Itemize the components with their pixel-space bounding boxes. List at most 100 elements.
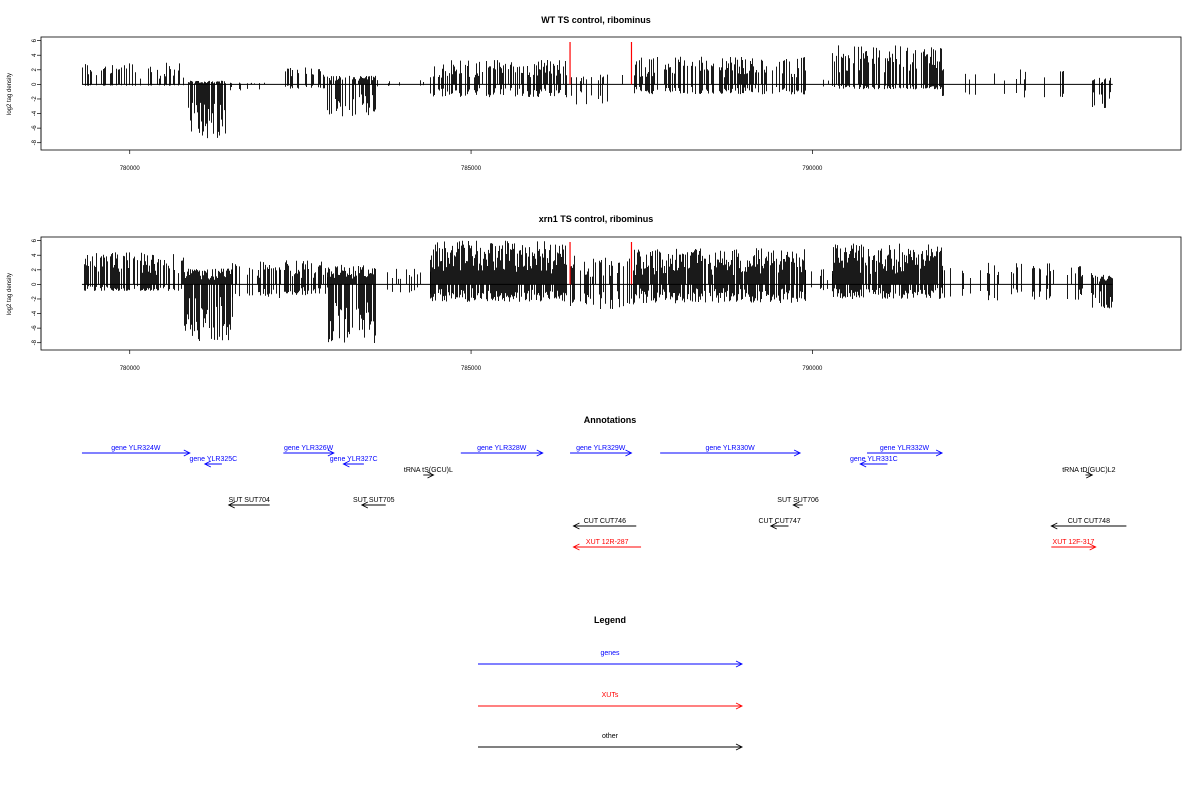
feature-label: gene YLR328W bbox=[477, 445, 527, 452]
feature-label: gene YLR325C bbox=[189, 456, 237, 463]
legend-label: genes bbox=[600, 650, 620, 657]
feature-arrow-head bbox=[327, 449, 335, 457]
feature-arrow-head bbox=[859, 460, 867, 468]
feature-label: gene YLR332W bbox=[880, 445, 930, 452]
annotation-feature: CUT CUT747 bbox=[758, 518, 801, 530]
y-tick-label: 6 bbox=[32, 38, 38, 42]
feature-arrow-head bbox=[427, 471, 435, 479]
legend-item: other bbox=[478, 733, 744, 751]
annotation-feature: gene YLR325C bbox=[189, 456, 237, 468]
y-tick-label: -8 bbox=[32, 339, 38, 345]
feature-arrow-head bbox=[1050, 522, 1058, 530]
feature-arrow-head bbox=[342, 460, 350, 468]
panel-title: xrn1 TS control, ribominus bbox=[539, 214, 654, 224]
x-axis: 780000 785000 790000 bbox=[120, 150, 823, 172]
feature-label: gene YLR326W bbox=[284, 445, 334, 452]
legend-label: XUTs bbox=[602, 692, 619, 699]
y-tick-label: -8 bbox=[32, 139, 38, 145]
feature-label: gene YLR324W bbox=[111, 445, 161, 452]
feature-arrow-head bbox=[935, 449, 944, 457]
feature-arrow-head bbox=[227, 501, 235, 509]
feature-arrow-head bbox=[203, 460, 212, 468]
annotation-feature: XUT 12F-317 bbox=[1051, 539, 1097, 551]
annotation-feature: gene YLR330W bbox=[660, 445, 802, 457]
legend-item: XUTs bbox=[478, 692, 744, 710]
legend-arrow-head bbox=[735, 660, 744, 668]
feature-arrow-head bbox=[625, 449, 633, 457]
annotation-feature: SUT SUT704 bbox=[227, 497, 270, 509]
wt-density-panel: WT TS control, ribominus log2 tag densit… bbox=[7, 15, 1182, 172]
legend-arrow-head bbox=[735, 702, 744, 710]
annotation-feature: gene YLR326W bbox=[283, 445, 335, 457]
feature-label: SUT SUT705 bbox=[353, 497, 395, 504]
marker-lines bbox=[569, 242, 633, 285]
y-tick-label: -6 bbox=[32, 325, 38, 331]
y-tick-label: 0 bbox=[32, 282, 38, 286]
annotation-feature: tRNA tD(GUC)L2 bbox=[1062, 467, 1116, 479]
feature-label: tRNA tS(GCU)L bbox=[404, 467, 453, 474]
annotation-feature: gene YLR332W bbox=[866, 445, 944, 457]
annotation-feature: SUT SUT705 bbox=[353, 497, 395, 509]
panel-title: WT TS control, ribominus bbox=[541, 15, 651, 25]
y-tick-label: 2 bbox=[32, 67, 38, 71]
feature-arrow-head bbox=[536, 449, 544, 457]
feature-arrow-head bbox=[360, 501, 369, 509]
y-tick-label: -2 bbox=[32, 96, 38, 102]
feature-arrow-head bbox=[572, 543, 580, 551]
y-axis-label: log2 tag density bbox=[7, 273, 13, 315]
x-tick-label: 785000 bbox=[461, 166, 482, 172]
annotation-features: gene YLR324W gene YLR325C gene YLR326W gene… bbox=[81, 445, 1127, 551]
annotation-feature: SUT SUT706 bbox=[777, 497, 819, 509]
annotation-feature: gene YLR331C bbox=[850, 456, 898, 468]
legend-title: Legend bbox=[594, 615, 626, 625]
annotation-feature: XUT 12R-287 bbox=[572, 539, 642, 551]
y-tick-label: -6 bbox=[32, 125, 38, 131]
feature-arrow-head bbox=[1086, 471, 1094, 479]
feature-label: XUT 12R-287 bbox=[586, 539, 629, 546]
legend-label: other bbox=[602, 733, 619, 740]
y-tick-label: 4 bbox=[32, 53, 38, 57]
y-axis: 6 4 2 0 -2 -4 -6 -8 bbox=[32, 38, 42, 145]
density-bars bbox=[82, 45, 1111, 139]
annotation-feature: CUT CUT746 bbox=[572, 518, 637, 530]
feature-label: tRNA tD(GUC)L2 bbox=[1062, 467, 1115, 474]
annotation-feature: CUT CUT748 bbox=[1050, 518, 1127, 530]
y-tick-label: 2 bbox=[32, 267, 38, 271]
legend-item: genes bbox=[478, 650, 744, 668]
feature-label: XUT 12F-317 bbox=[1053, 539, 1095, 546]
x-tick-label: 790000 bbox=[802, 366, 823, 372]
y-axis-label: log2 tag density bbox=[7, 73, 13, 115]
y-tick-label: 6 bbox=[32, 238, 38, 242]
x-tick-label: 785000 bbox=[461, 366, 482, 372]
feature-label: CUT CUT747 bbox=[758, 518, 800, 525]
feature-arrow-head bbox=[572, 522, 580, 530]
marker-lines bbox=[569, 42, 633, 85]
plot-frame bbox=[40, 36, 1182, 151]
feature-label: gene YLR331C bbox=[850, 456, 898, 463]
feature-arrow-head bbox=[769, 522, 777, 530]
feature-label: SUT SUT706 bbox=[777, 497, 819, 504]
x-axis: 780000 785000 790000 bbox=[120, 350, 823, 372]
y-tick-label: -2 bbox=[32, 296, 38, 302]
feature-label: CUT CUT748 bbox=[1068, 518, 1110, 525]
annotation-feature: gene YLR327C bbox=[330, 456, 378, 468]
feature-arrow-head bbox=[792, 501, 800, 509]
x-tick-label: 780000 bbox=[120, 166, 141, 172]
feature-label: gene YLR330W bbox=[705, 445, 755, 452]
legend-arrow-head bbox=[735, 743, 744, 751]
xrn1-density-panel: xrn1 TS control, ribominus log2 tag dens… bbox=[7, 214, 1182, 372]
legend-items: genes XUTs other bbox=[478, 650, 744, 751]
density-bars bbox=[84, 240, 1113, 343]
legend: Legend genes XUTs other bbox=[478, 615, 744, 751]
x-tick-label: 790000 bbox=[802, 166, 823, 172]
y-tick-label: 4 bbox=[32, 253, 38, 257]
y-tick-label: 0 bbox=[32, 82, 38, 86]
feature-label: gene YLR329W bbox=[576, 445, 626, 452]
y-axis: 6 4 2 0 -2 -4 -6 -8 bbox=[32, 238, 42, 345]
feature-arrow-head bbox=[793, 449, 802, 457]
feature-label: gene YLR327C bbox=[330, 456, 378, 463]
annotation-feature: gene YLR324W bbox=[81, 445, 191, 457]
x-tick-label: 780000 bbox=[120, 366, 141, 372]
feature-arrow-head bbox=[183, 449, 191, 457]
